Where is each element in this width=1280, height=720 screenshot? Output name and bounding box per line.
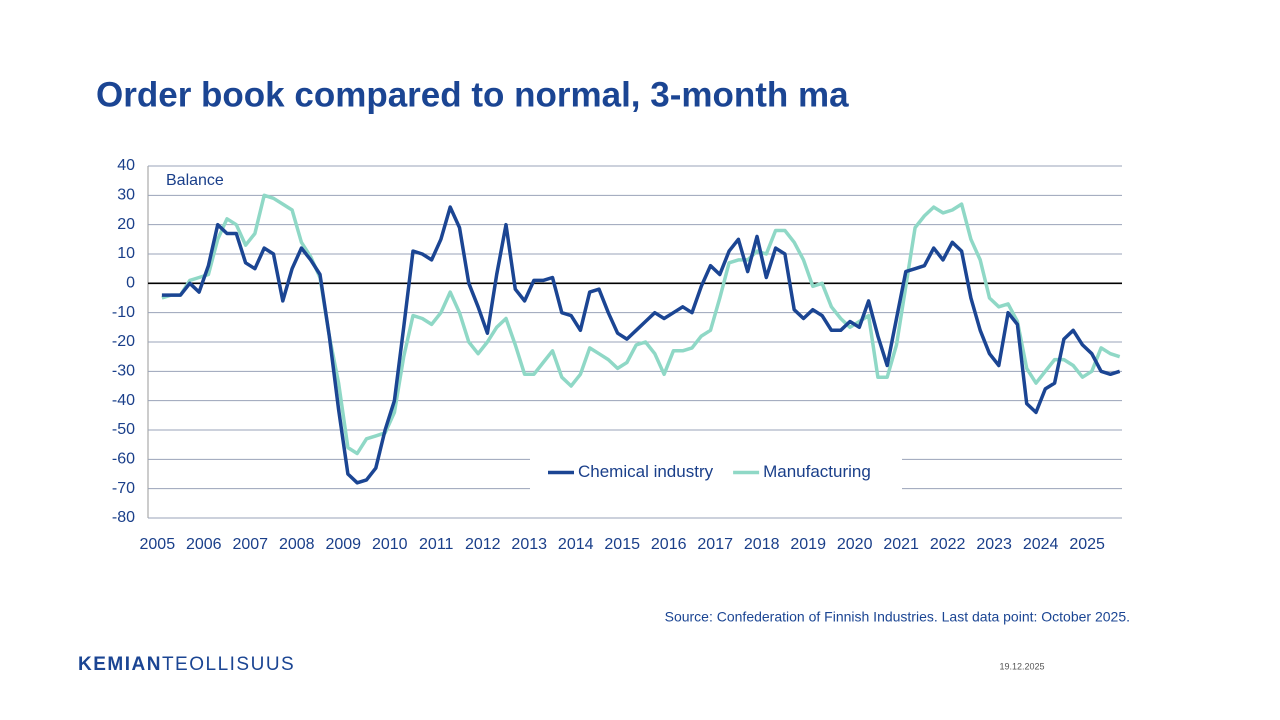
- x-tick-label: 2023: [976, 536, 1012, 553]
- y-tick-label: 10: [117, 245, 135, 262]
- series-line: [161, 205, 1121, 485]
- logo: KEMIANTEOLLISUUS: [78, 654, 295, 675]
- x-tick-label: 2010: [372, 536, 408, 553]
- x-tick-label: 2024: [1023, 536, 1059, 553]
- y-tick-label: -50: [112, 421, 135, 438]
- x-tick-label: 2018: [744, 536, 780, 553]
- x-tick-label: 2005: [140, 536, 176, 553]
- y-tick-label: -20: [112, 333, 135, 350]
- legend-box: [530, 455, 902, 490]
- y-tick-label: -60: [112, 451, 135, 468]
- chart-title: Order book compared to normal, 3-month m…: [96, 75, 849, 114]
- y-tick-label: -30: [112, 363, 135, 380]
- x-tick-label: 2011: [419, 536, 454, 553]
- x-tick-label: 2017: [697, 536, 733, 553]
- legend-label: Manufacturing: [763, 462, 871, 481]
- y-tick-label: -80: [112, 509, 135, 526]
- x-tick-label: 2016: [651, 536, 687, 553]
- logo-bold: KEMIAN: [78, 654, 162, 675]
- y-tick-label: -70: [112, 480, 135, 497]
- x-tick-label: 2020: [837, 536, 873, 553]
- x-tick-label: 2019: [790, 536, 826, 553]
- legend-label: Chemical industry: [578, 462, 714, 481]
- x-tick-label: 2021: [883, 536, 919, 553]
- legend: Chemical industry Manufacturing: [530, 455, 902, 490]
- x-tick-label: 2014: [558, 536, 594, 553]
- x-tick-label: 2006: [186, 536, 222, 553]
- date: 19.12.2025: [999, 661, 1044, 671]
- x-tick-label: 2007: [232, 536, 268, 553]
- x-tick-label: 2012: [465, 536, 501, 553]
- y-tick-label: 40: [117, 157, 135, 174]
- x-tick-label: 2015: [604, 536, 640, 553]
- x-tick-label: 2009: [325, 536, 361, 553]
- source-note: Source: Confederation of Finnish Industr…: [665, 609, 1130, 625]
- y-tick-label: -10: [112, 304, 135, 321]
- y-tick-label: -40: [112, 392, 135, 409]
- x-tick-label: 2008: [279, 536, 315, 553]
- x-tick-label: 2022: [930, 536, 966, 553]
- axis-annotation: Balance: [166, 172, 224, 189]
- y-tick-label: 20: [117, 216, 135, 233]
- x-tick-label: 2013: [511, 536, 547, 553]
- x-tick-label: 2025: [1069, 536, 1105, 553]
- y-tick-label: 0: [126, 275, 135, 292]
- logo-light: TEOLLISUUS: [162, 654, 295, 675]
- y-tick-label: 30: [117, 187, 135, 204]
